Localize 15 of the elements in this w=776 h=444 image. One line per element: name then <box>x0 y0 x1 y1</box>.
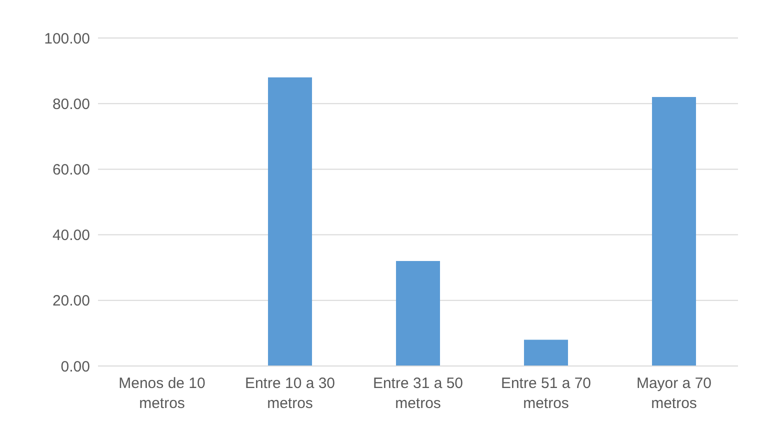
bar <box>396 261 440 366</box>
x-tick-label: Entre 10 a 30 metros <box>244 375 336 412</box>
x-tick-label: Entre 51 a 70 metros <box>500 375 592 412</box>
bar <box>652 97 696 366</box>
y-tick-label: 40.00 <box>52 227 90 244</box>
x-tick-label: Entre 31 a 50 metros <box>372 375 464 412</box>
y-tick-label: 100.00 <box>44 30 90 48</box>
y-tick-label: 0.00 <box>60 358 90 376</box>
y-tick-label: 80.00 <box>52 96 90 113</box>
x-tick-label: Mayor a 70 metros <box>636 375 712 412</box>
bar <box>524 340 568 366</box>
y-tick-label: 60.00 <box>52 162 90 179</box>
x-tick-label: Menos de 10 metros <box>118 375 206 412</box>
y-tick-label: 20.00 <box>52 292 90 310</box>
bar <box>268 77 312 366</box>
